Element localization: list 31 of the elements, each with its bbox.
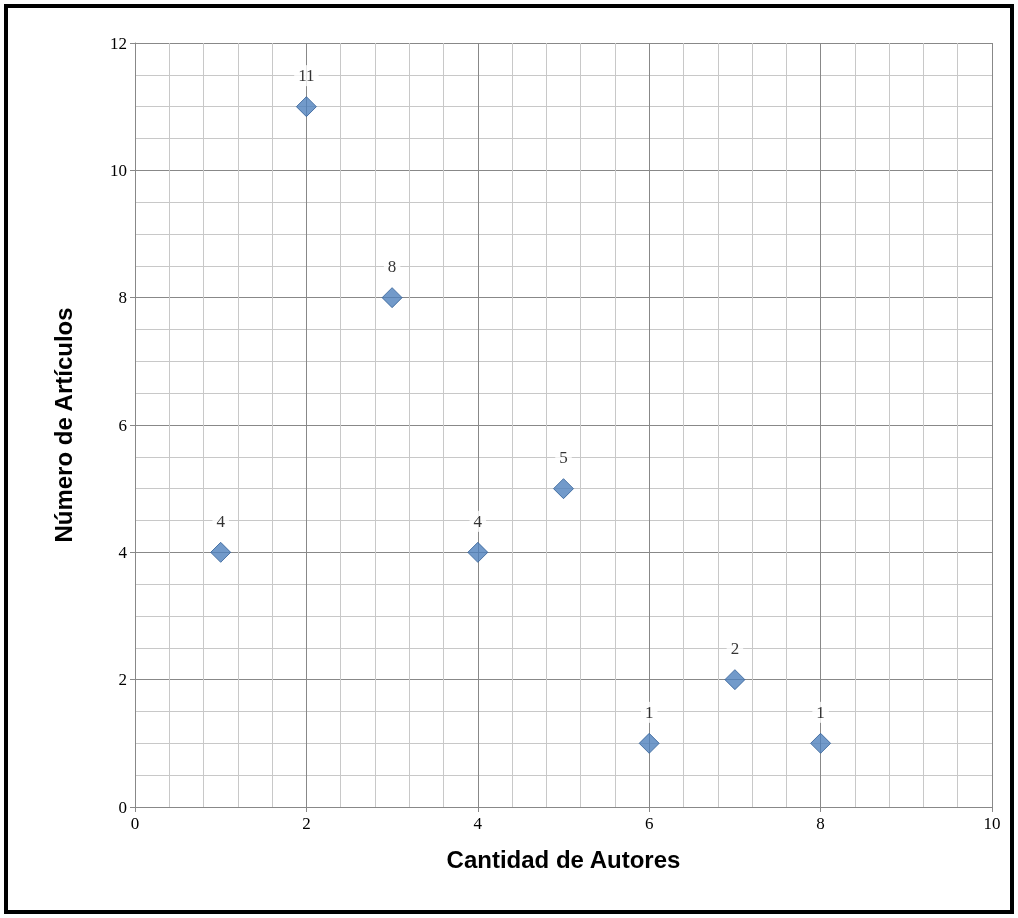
x-tick-label: 0	[130, 814, 140, 833]
y-tick-label: 4	[118, 542, 128, 562]
data-label: 4	[216, 511, 226, 531]
y-tick-label: 0	[118, 797, 127, 817]
point	[638, 732, 660, 754]
point	[724, 669, 746, 691]
point	[467, 541, 489, 563]
data-label: 4	[473, 511, 483, 531]
point	[810, 732, 832, 754]
y-axis-title: Número de Artículos	[49, 307, 77, 543]
data-label: 5	[559, 448, 568, 468]
data-label: 1	[644, 702, 654, 722]
x-tick-label: 8	[816, 814, 825, 833]
point	[553, 478, 574, 500]
y-tick-label: 12	[110, 33, 127, 53]
x-tick-label: 6	[644, 814, 654, 833]
point	[295, 96, 317, 118]
data-label: 11	[298, 66, 315, 86]
y-tick-label: 8	[118, 288, 127, 308]
x-axis-title: Cantidad de Autores	[446, 845, 681, 873]
data-label: 8	[387, 257, 397, 277]
y-tick-label: 2	[118, 670, 127, 690]
point	[381, 287, 403, 309]
y-tick-label: 6	[118, 415, 127, 435]
x-tick-label: 4	[473, 814, 483, 833]
x-tick-label: 2	[302, 814, 311, 833]
data-label: 2	[730, 639, 740, 659]
y-tick-label: 10	[110, 160, 127, 180]
data-label: 1	[816, 702, 825, 722]
x-tick-label: 10	[983, 814, 1001, 833]
point	[210, 541, 232, 563]
